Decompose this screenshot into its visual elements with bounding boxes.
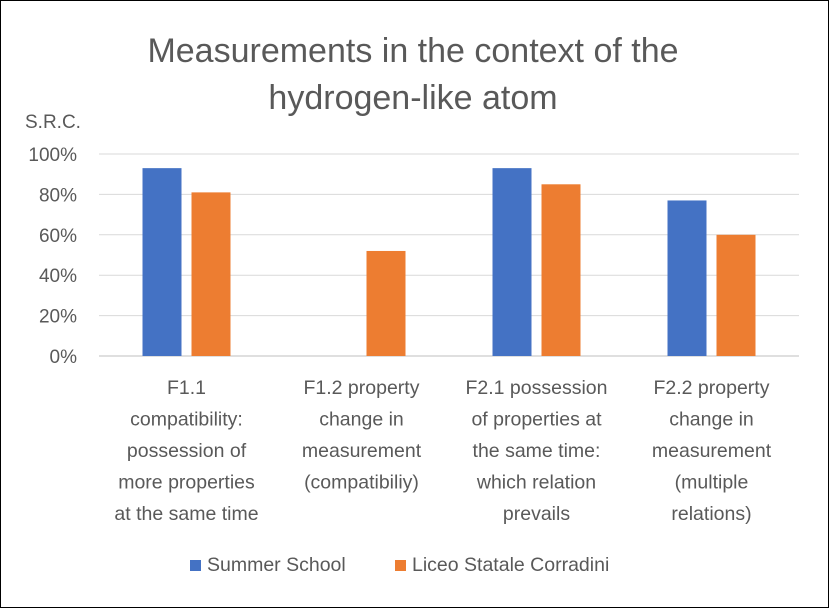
- legend-label: Liceo Statale Corradini: [412, 554, 609, 576]
- category-label: F2.1 possession of properties at the same …: [466, 377, 608, 525]
- bar-liceo-statale-corradini: [716, 234, 756, 356]
- y-tick-label: 100%: [28, 145, 77, 166]
- bar-liceo-statale-corradini: [191, 192, 231, 356]
- category-label: F1.1 compatibility: possession of more prop…: [114, 377, 258, 525]
- legend: Summer School Liceo Statale Corradini: [190, 554, 609, 576]
- category-label: F1.2 property change in measurement (compat…: [302, 377, 422, 494]
- y-axis-label: S.R.C.: [25, 112, 81, 133]
- y-tick-label: 60%: [39, 226, 77, 247]
- legend-swatch: [395, 560, 406, 571]
- legend-label: Summer School: [207, 554, 346, 576]
- y-tick-labels: 0% 20% 40% 60% 80% 100%: [28, 145, 77, 368]
- bars: [142, 168, 756, 356]
- chart-title-line: hydrogen-like atom: [268, 79, 557, 117]
- y-tick-label: 40%: [39, 266, 77, 287]
- chart-title-line: Measurements in the context of the: [147, 32, 678, 70]
- chart-title: Measurements in the context of the hydrog…: [147, 32, 678, 117]
- y-tick-label: 80%: [39, 185, 77, 206]
- y-tick-label: 20%: [39, 307, 77, 328]
- bar-summer-school: [667, 200, 707, 356]
- bar-liceo-statale-corradini: [366, 250, 406, 356]
- legend-swatch: [190, 560, 201, 571]
- category-labels: F1.1 compatibility: possession of more prop…: [114, 377, 771, 525]
- bar-liceo-statale-corradini: [541, 184, 581, 356]
- category-label: F2.2 property change in measurement (multip…: [652, 377, 772, 525]
- bar-summer-school: [492, 168, 532, 356]
- bar-summer-school: [142, 168, 182, 356]
- y-tick-label: 0%: [50, 347, 78, 368]
